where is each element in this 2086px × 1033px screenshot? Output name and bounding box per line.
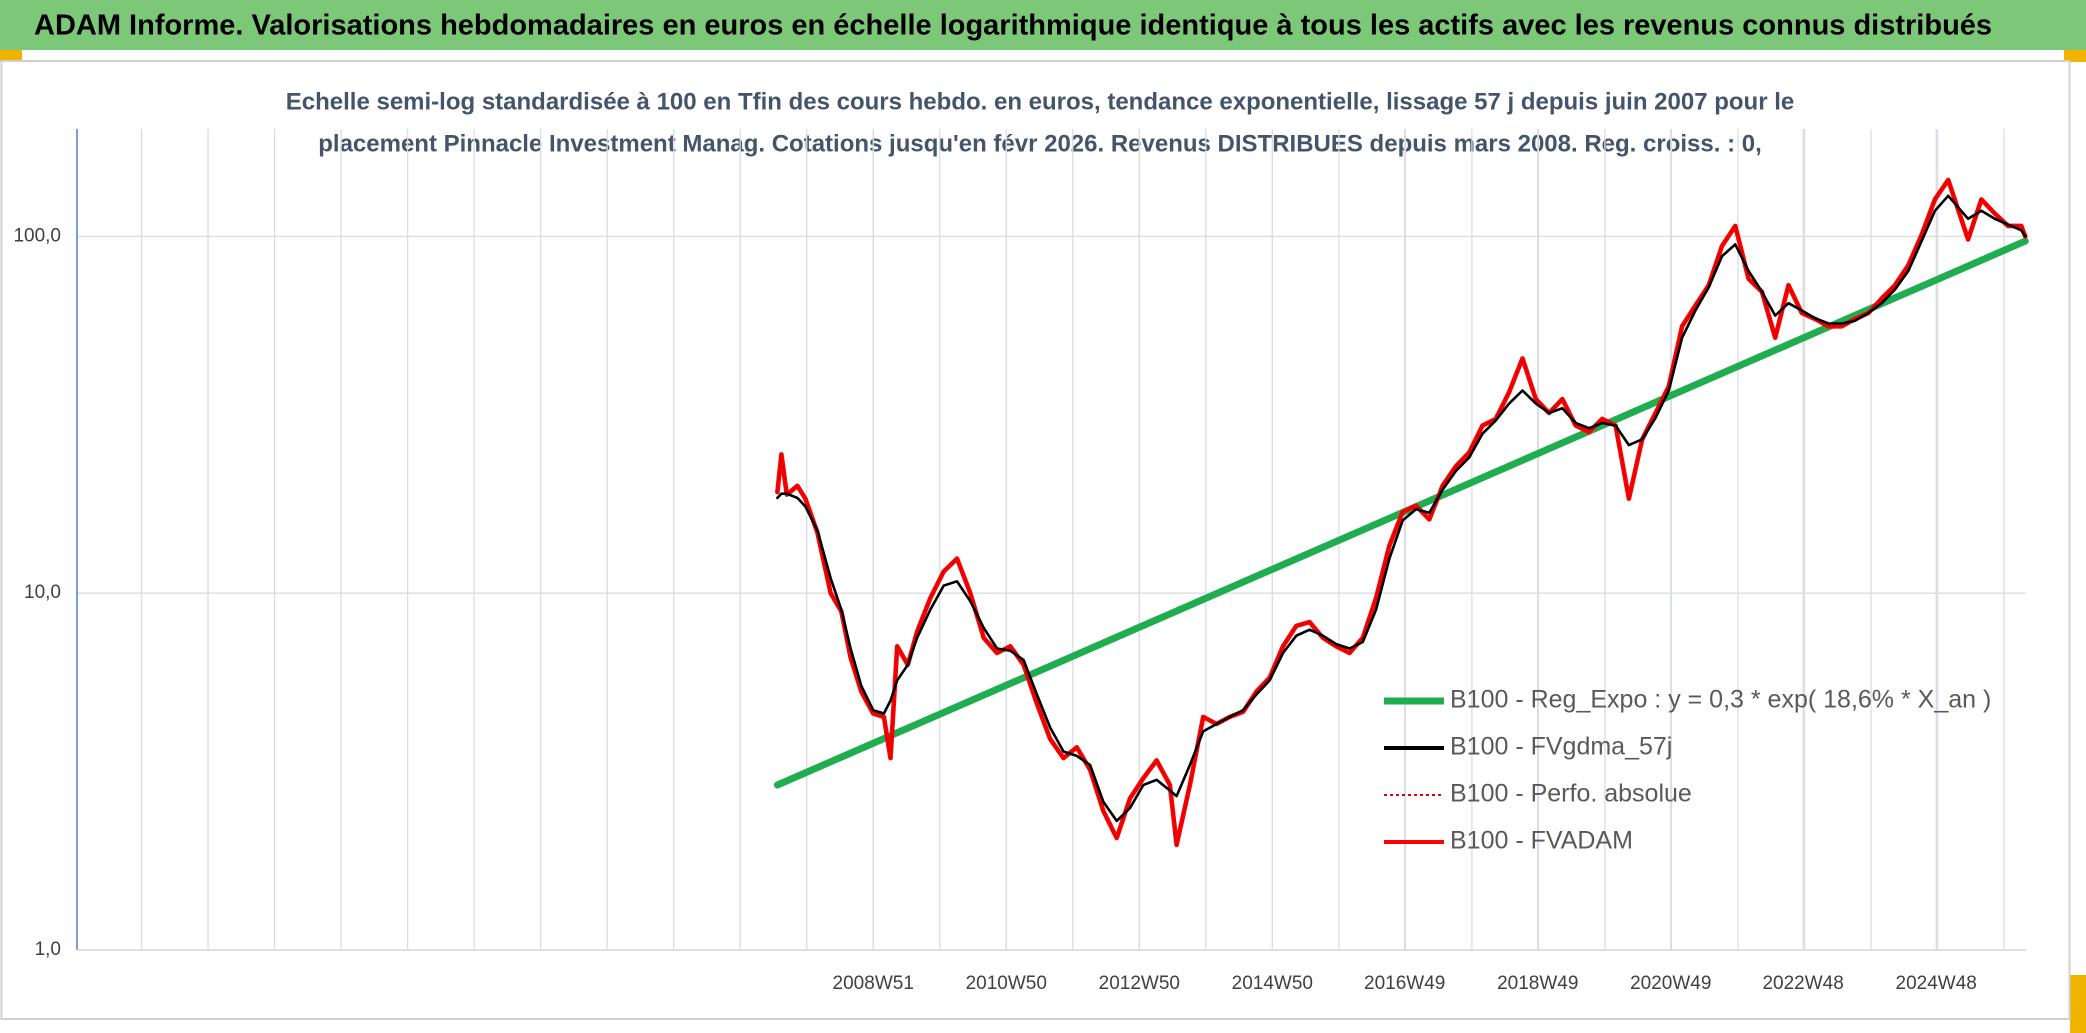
legend-label: B100 - Perfo. absolue <box>1450 780 1692 808</box>
y-tick-label: 1,0 <box>35 939 61 960</box>
legend-label: B100 - FVgdma_57j <box>1450 733 1672 761</box>
chart-subtitle: Echelle semi-log standardisée à 100 en T… <box>286 88 1794 115</box>
chart-frame <box>0 60 2071 1020</box>
corner <box>0 50 22 62</box>
axes: 1,0 10,0 100,0 2008W51 2010W50 2012W50 2014W50… <box>13 129 2026 994</box>
line-series <box>776 194 2027 823</box>
x-tick-label: 2012W50 <box>1099 973 1180 994</box>
legend: B100 - Reg_Expo : y = 0,3 * exp( 18,6% *… <box>1384 686 1991 855</box>
x-tick-label: 2018W49 <box>1497 973 1578 994</box>
x-tick-label: 2010W50 <box>966 973 1047 994</box>
legend-label: B100 - FVADAM <box>1450 827 1633 855</box>
y-tick-label: 100,0 <box>13 225 61 246</box>
line-series <box>776 178 2027 846</box>
x-tick-label: 2024W48 <box>1896 973 1977 994</box>
x-tick-label: 2014W50 <box>1232 973 1313 994</box>
x-tick-label: 2008W51 <box>833 973 914 994</box>
x-tick-label: 2022W48 <box>1762 973 1843 994</box>
corner <box>2070 975 2086 1033</box>
chart-title: ADAM Informe. Valorisations hebdomadaire… <box>34 10 1992 42</box>
plot <box>773 177 2029 848</box>
x-tick-label: 2020W49 <box>1630 973 1711 994</box>
y-tick-label: 10,0 <box>24 582 61 603</box>
corner <box>2064 50 2086 62</box>
title-bar <box>0 0 2086 50</box>
chart-subtitle: placement Pinnacle Investment Manag. Cot… <box>318 130 1762 157</box>
legend-label: B100 - Reg_Expo : y = 0,3 * exp( 18,6% *… <box>1450 686 1991 714</box>
x-tick-label: 2016W49 <box>1364 973 1445 994</box>
